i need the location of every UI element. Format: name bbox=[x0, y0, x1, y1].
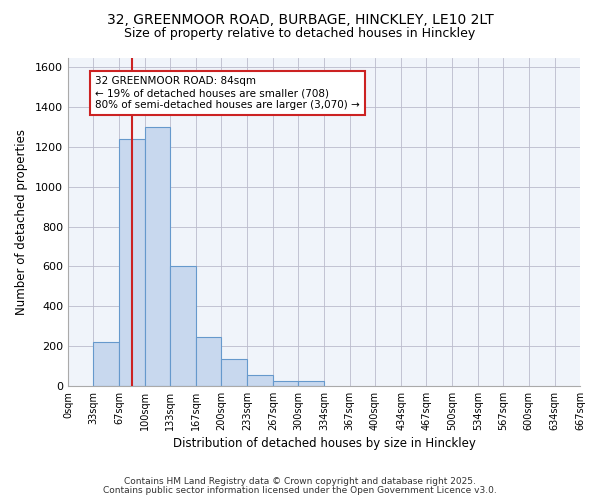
Text: Contains public sector information licensed under the Open Government Licence v3: Contains public sector information licen… bbox=[103, 486, 497, 495]
Y-axis label: Number of detached properties: Number of detached properties bbox=[15, 128, 28, 314]
Bar bbox=[221, 359, 247, 386]
Text: Size of property relative to detached houses in Hinckley: Size of property relative to detached ho… bbox=[124, 28, 476, 40]
Bar bbox=[93, 342, 119, 386]
Bar bbox=[145, 127, 170, 386]
Bar bbox=[170, 266, 196, 386]
X-axis label: Distribution of detached houses by size in Hinckley: Distribution of detached houses by size … bbox=[173, 437, 475, 450]
Bar bbox=[273, 381, 298, 386]
Bar bbox=[247, 375, 273, 386]
Text: Contains HM Land Registry data © Crown copyright and database right 2025.: Contains HM Land Registry data © Crown c… bbox=[124, 477, 476, 486]
Bar bbox=[298, 381, 325, 386]
Bar bbox=[119, 139, 145, 386]
Bar bbox=[196, 337, 221, 386]
Text: 32, GREENMOOR ROAD, BURBAGE, HINCKLEY, LE10 2LT: 32, GREENMOOR ROAD, BURBAGE, HINCKLEY, L… bbox=[107, 12, 493, 26]
Text: 32 GREENMOOR ROAD: 84sqm
← 19% of detached houses are smaller (708)
80% of semi-: 32 GREENMOOR ROAD: 84sqm ← 19% of detach… bbox=[95, 76, 359, 110]
